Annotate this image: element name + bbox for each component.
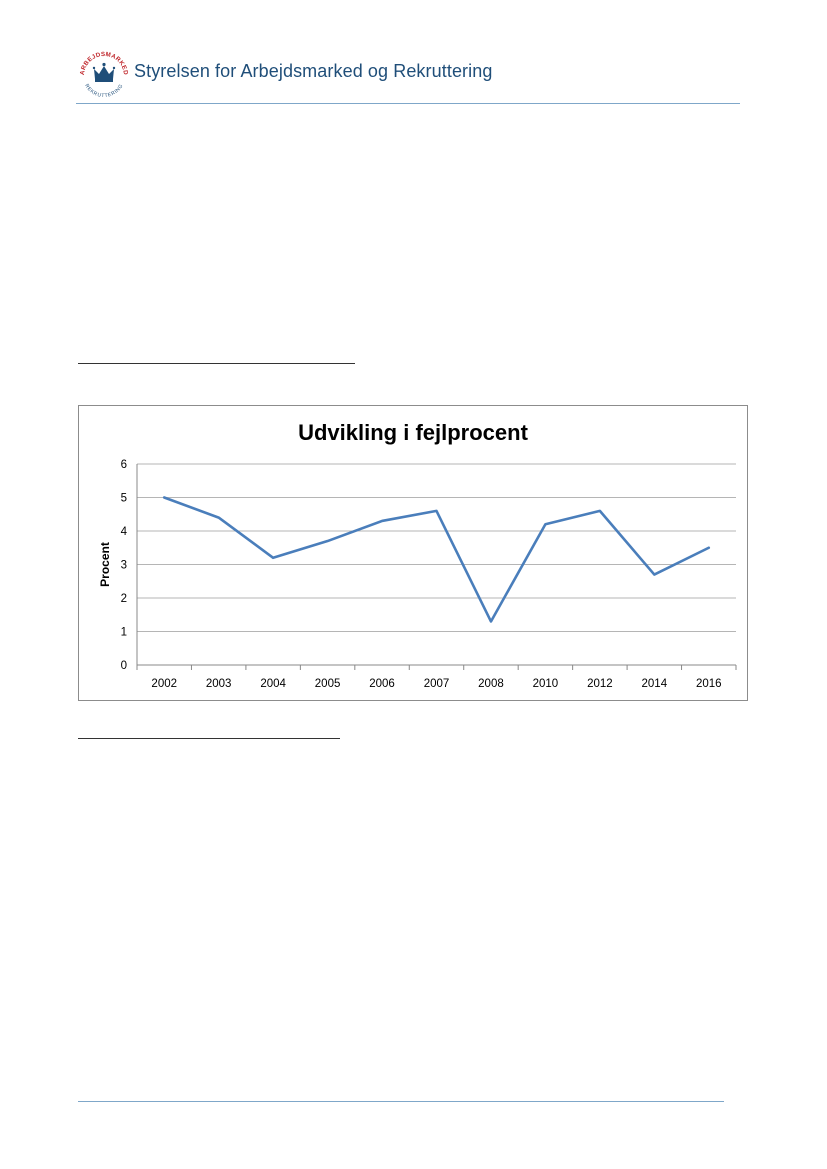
footnote-separator (78, 363, 355, 364)
svg-text:REKRUTTERING: REKRUTTERING (83, 83, 124, 99)
footnote-separator (78, 738, 340, 739)
y-tick-label: 1 (121, 627, 127, 639)
y-tick-label: 0 (121, 660, 127, 672)
x-tick-label: 2007 (424, 678, 450, 690)
y-tick-label: 2 (121, 593, 127, 605)
x-tick-label: 2016 (696, 678, 722, 690)
crown-icon (92, 62, 116, 82)
footer-divider (78, 1101, 724, 1102)
page-header: ARBEJDSMARKED REKRUTTERING Styrelsen for… (76, 46, 740, 106)
x-tick-label: 2002 (151, 678, 177, 690)
y-tick-label: 6 (121, 459, 127, 471)
x-tick-label: 2005 (315, 678, 341, 690)
x-tick-label: 2012 (587, 678, 613, 690)
x-tick-label: 2008 (478, 678, 504, 690)
chart-container: Udvikling i fejlprocent 0 1 2 3 4 5 6 2002 2003 2… (78, 405, 748, 701)
series-line (162, 496, 711, 623)
header-divider (76, 103, 740, 104)
x-tick-label: 2004 (260, 678, 286, 690)
agency-name: Styrelsen for Arbejdsmarked og Rekrutter… (134, 61, 493, 81)
y-axis-title: Procent (98, 542, 112, 587)
y-tick-label: 4 (121, 526, 128, 538)
agency-logo: ARBEJDSMARKED REKRUTTERING (79, 51, 129, 99)
y-tick-label: 3 (121, 560, 127, 572)
chart-title: Udvikling i fejlprocent (298, 420, 528, 445)
line-chart: 0 1 2 3 4 5 6 2002 2003 2004 2005 2006 2007 2008 2010 2… (98, 459, 737, 690)
x-tick-label: 2014 (642, 678, 668, 690)
y-tick-label: 5 (121, 493, 127, 505)
x-tick-label: 2006 (369, 678, 395, 690)
x-tick-label: 2003 (206, 678, 232, 690)
logo-text-bottom: REKRUTTERING (83, 83, 124, 99)
x-tick-label: 2010 (533, 678, 559, 690)
